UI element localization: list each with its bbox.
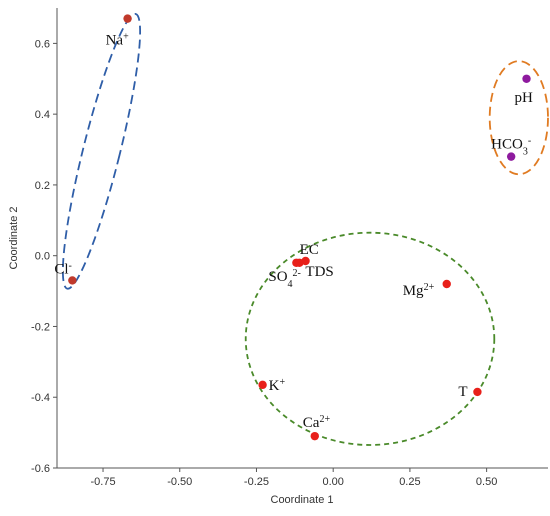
y-tick-label: -0.6: [31, 463, 50, 475]
cluster-ellipse-orange: [488, 60, 549, 176]
label-na: Na+: [106, 31, 130, 49]
x-tick-label: -0.50: [167, 476, 192, 488]
y-tick-group: 0.6 0.4 0.2 0.0 -0.2 -0.4 -0.6: [31, 38, 57, 475]
label-cl: Cl-: [54, 260, 72, 278]
y-tick-label: -0.2: [31, 321, 50, 333]
label-hco3: HCO3-: [491, 135, 531, 157]
x-tick-label: -0.75: [90, 476, 115, 488]
axes: [56, 8, 548, 469]
x-tick-group: -0.75 -0.50 -0.25 0.00 0.25 0.50: [90, 468, 497, 488]
point-ca: [310, 431, 319, 441]
label-ph: pH: [515, 90, 534, 106]
cluster-ellipse-green: [244, 231, 496, 446]
point-so4: [292, 258, 301, 267]
point-k: [258, 380, 267, 390]
cluster-ellipses: [61, 13, 549, 446]
cluster-ellipse-blue: [61, 13, 142, 290]
x-tick-label: 0.50: [476, 476, 497, 488]
x-axis-title: Coordinate 1: [271, 494, 334, 506]
label-k: K+: [269, 376, 286, 394]
y-tick-label: -0.4: [31, 392, 50, 404]
label-so4: SO42-: [268, 267, 301, 289]
label-ec: EC: [300, 242, 319, 258]
point-mg: [442, 279, 451, 289]
point-ph: [522, 74, 531, 83]
point-t: [473, 387, 482, 397]
label-ca: Ca2+: [303, 414, 331, 432]
point-cl: [68, 276, 77, 285]
point-hco3: [506, 152, 516, 161]
y-tick-label: 0.2: [35, 180, 50, 192]
label-mg: Mg2+: [403, 282, 435, 300]
label-tds: TDS: [305, 264, 333, 280]
x-tick-label: -0.25: [244, 476, 269, 488]
y-tick-label: 0.4: [35, 109, 50, 121]
y-tick-label: 0.0: [35, 251, 50, 263]
x-tick-label: 0.00: [322, 476, 343, 488]
point-na: [123, 14, 132, 23]
data-points: [68, 14, 531, 441]
x-tick-label: 0.25: [399, 476, 420, 488]
y-tick-label: 0.6: [35, 38, 50, 50]
y-axis-title: Coordinate 2: [8, 207, 20, 270]
label-t: T: [458, 384, 467, 400]
